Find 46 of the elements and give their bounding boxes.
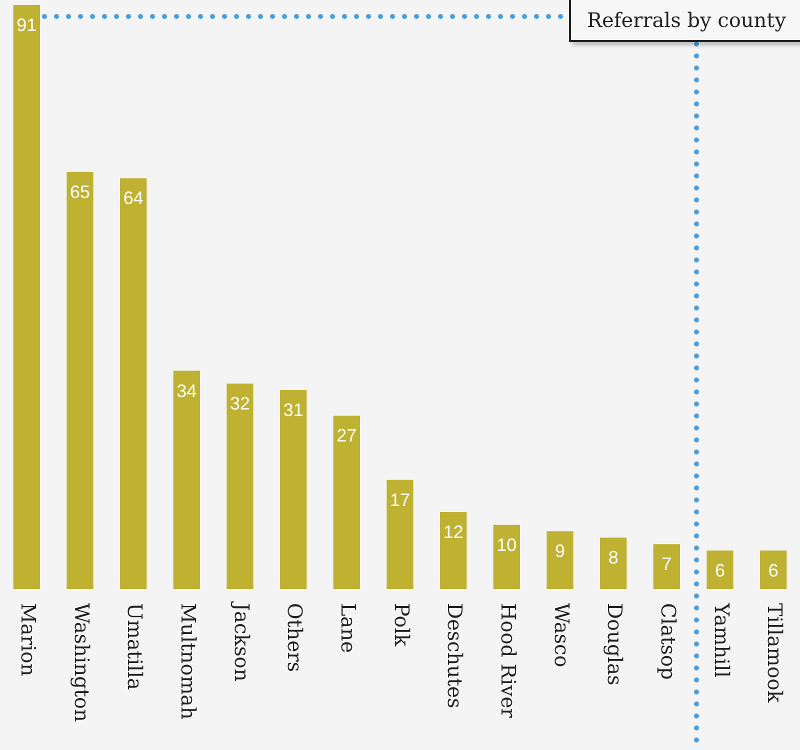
x-tick-label: Tillamook [763, 603, 788, 704]
bar [226, 384, 254, 589]
data-label: 17 [390, 490, 410, 510]
data-label: 27 [336, 426, 357, 446]
bar [333, 416, 360, 589]
data-label: 6 [768, 560, 778, 580]
bar [440, 512, 467, 589]
data-label: 7 [662, 554, 672, 574]
data-label: 32 [230, 394, 250, 414]
x-tick-label: Wasco [550, 603, 574, 668]
data-label: 8 [608, 548, 618, 568]
x-tick-label: Yamhill [710, 602, 734, 678]
bar [653, 544, 680, 589]
data-label: 65 [70, 182, 90, 202]
bar [173, 370, 200, 589]
bar [760, 550, 787, 589]
bar [280, 390, 307, 589]
bar [546, 531, 574, 589]
x-tick-label: Deschutes [443, 603, 468, 708]
bar [120, 178, 147, 589]
x-tick-label: Multnomah [176, 603, 200, 720]
bar [386, 480, 414, 589]
bar [600, 538, 627, 589]
x-tick-label: Umatilla [123, 603, 148, 690]
chart-title: Referrals by county [569, 0, 800, 42]
x-tick-label: Douglas [603, 603, 628, 686]
bar [493, 524, 520, 589]
data-label: 34 [176, 380, 197, 401]
bar [13, 5, 40, 589]
bar [66, 172, 94, 589]
data-label: 10 [496, 534, 517, 555]
x-tick-label: Jackson [230, 601, 254, 682]
x-tick-label: Hood River [496, 603, 520, 718]
x-tick-label: Lane [336, 603, 360, 653]
x-tick-label: Marion [16, 603, 40, 676]
x-tick-label: Washington [70, 603, 94, 722]
data-label: 6 [714, 560, 726, 580]
data-label: 91 [16, 14, 37, 35]
x-tick-label: Others [283, 603, 308, 672]
x-tick-label: Clatsop [656, 603, 680, 680]
data-label: 9 [554, 541, 566, 562]
data-label: 12 [443, 522, 464, 542]
bar [706, 550, 734, 589]
data-label: 31 [283, 400, 304, 420]
data-label: 64 [123, 188, 144, 208]
x-tick-label: Polk [390, 603, 414, 648]
